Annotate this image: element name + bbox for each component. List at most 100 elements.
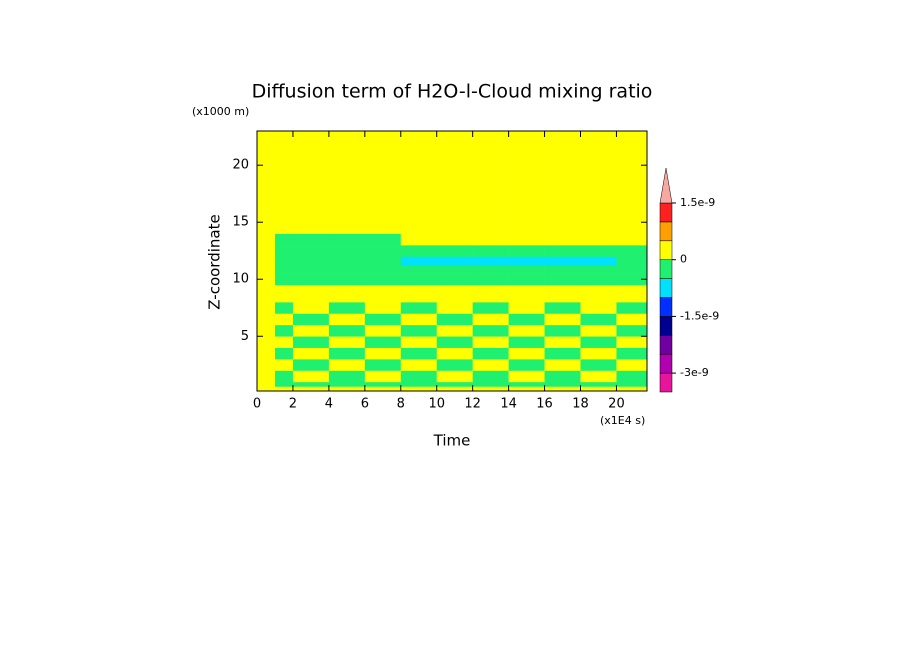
cell xyxy=(616,233,648,246)
cell xyxy=(544,370,581,383)
cell xyxy=(292,381,330,387)
cell xyxy=(472,370,509,383)
cell xyxy=(364,245,402,257)
colorbar-box xyxy=(659,202,673,223)
colorbar-label: 0 xyxy=(680,253,687,266)
cell xyxy=(616,347,648,360)
cell xyxy=(616,336,648,348)
cell xyxy=(508,386,545,392)
cell xyxy=(544,245,581,257)
cell xyxy=(580,245,617,257)
cell xyxy=(436,386,473,392)
x-tick-label: 16 xyxy=(536,397,553,412)
cell xyxy=(436,131,473,234)
cell xyxy=(328,336,366,348)
x-tick-label: 8 xyxy=(397,397,405,412)
cell xyxy=(436,359,473,371)
cell xyxy=(274,131,294,234)
cell xyxy=(508,265,545,274)
cell xyxy=(364,359,402,371)
cell xyxy=(328,370,366,383)
x-tick-label: 10 xyxy=(428,397,445,412)
cell xyxy=(257,245,276,257)
cell xyxy=(436,381,473,387)
cell xyxy=(580,386,617,392)
cell xyxy=(580,284,617,303)
cell xyxy=(400,284,438,303)
cell xyxy=(544,131,581,234)
cell xyxy=(580,381,617,387)
cell xyxy=(400,324,438,337)
cell xyxy=(472,284,509,303)
cell xyxy=(580,324,617,337)
cell xyxy=(616,381,648,387)
cell xyxy=(328,302,366,314)
cell xyxy=(436,284,473,303)
cell xyxy=(274,302,294,314)
cell xyxy=(364,386,402,392)
colorbar-box xyxy=(659,316,673,336)
cell xyxy=(274,324,294,337)
cell xyxy=(508,359,545,371)
cell xyxy=(274,245,294,257)
cell xyxy=(292,386,330,392)
x-tick-label: 14 xyxy=(500,397,517,412)
cell xyxy=(472,131,509,234)
cell xyxy=(274,381,294,387)
cell xyxy=(436,324,473,337)
cell xyxy=(544,302,581,314)
cell xyxy=(508,347,545,360)
cell xyxy=(544,284,581,303)
cell xyxy=(472,336,509,348)
cell xyxy=(257,256,276,266)
x-tick-label: 18 xyxy=(572,397,589,412)
cell xyxy=(274,284,294,303)
cell xyxy=(364,273,402,286)
cell xyxy=(292,324,330,337)
cell xyxy=(257,386,276,392)
cell xyxy=(364,347,402,360)
cell xyxy=(508,302,545,314)
cell xyxy=(257,313,276,326)
colorbar-box xyxy=(659,297,673,317)
cell xyxy=(508,273,545,286)
x-tick-label: 6 xyxy=(361,397,369,412)
cell xyxy=(292,284,330,303)
cell xyxy=(364,265,402,274)
cell xyxy=(328,381,366,387)
cell xyxy=(274,386,294,392)
cell xyxy=(364,324,402,337)
cell xyxy=(257,302,276,314)
cell xyxy=(616,324,648,337)
cell xyxy=(364,131,402,234)
y-tick-label: 20 xyxy=(232,158,249,173)
cell xyxy=(400,336,438,348)
cell xyxy=(616,284,648,303)
cell xyxy=(328,324,366,337)
cell xyxy=(544,381,581,387)
cell xyxy=(292,233,330,246)
cell xyxy=(400,265,438,274)
cell xyxy=(364,284,402,303)
cell xyxy=(400,302,438,314)
colorbar-box xyxy=(659,353,673,374)
cell xyxy=(328,313,366,326)
cell xyxy=(274,370,294,383)
cell xyxy=(616,370,648,383)
cell xyxy=(257,273,276,286)
cell xyxy=(257,265,276,274)
cell xyxy=(508,336,545,348)
cell xyxy=(436,256,473,266)
cell xyxy=(400,131,438,234)
cell xyxy=(292,313,330,326)
cell xyxy=(616,302,648,314)
cell xyxy=(364,370,402,383)
cell xyxy=(364,336,402,348)
cell xyxy=(292,370,330,383)
cell xyxy=(328,256,366,266)
cell xyxy=(508,284,545,303)
y-unit: (x1000 m) xyxy=(192,105,249,118)
cell xyxy=(436,245,473,257)
cell xyxy=(328,265,366,274)
